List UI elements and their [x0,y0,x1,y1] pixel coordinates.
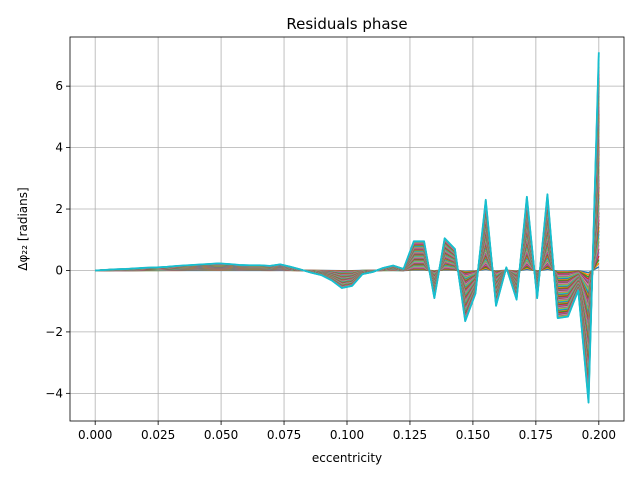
x-axis-ticks: 0.000 0.025 0.050 0.075 0.100 0.125 0.150 0.175… [78,421,616,442]
y-tick-label: 2 [55,202,63,216]
chart-title: Residuals phase [286,15,407,33]
x-tick-label: 0.100 [330,428,364,442]
y-axis-label: Δφ₂₂ [radians] [16,187,30,270]
y-axis-ticks: −4 −2 0 2 4 6 [45,79,70,400]
series-group [95,52,600,404]
x-axis-label: eccentricity [312,451,382,465]
x-tick-label: 0.150 [456,428,490,442]
y-tick-label: −4 [45,386,63,400]
x-tick-label: 0.025 [141,428,175,442]
x-tick-label: 0.125 [393,428,427,442]
x-tick-label: 0.075 [267,428,301,442]
y-tick-label: 0 [55,263,63,277]
series-line-outer [95,52,600,404]
x-tick-label: 0.175 [519,428,553,442]
x-tick-label: 0.050 [204,428,238,442]
x-tick-label: 0.000 [78,428,112,442]
y-tick-label: 6 [55,79,63,93]
y-tick-label: −2 [45,325,63,339]
x-tick-label: 0.200 [582,428,616,442]
y-tick-label: 4 [55,141,63,155]
